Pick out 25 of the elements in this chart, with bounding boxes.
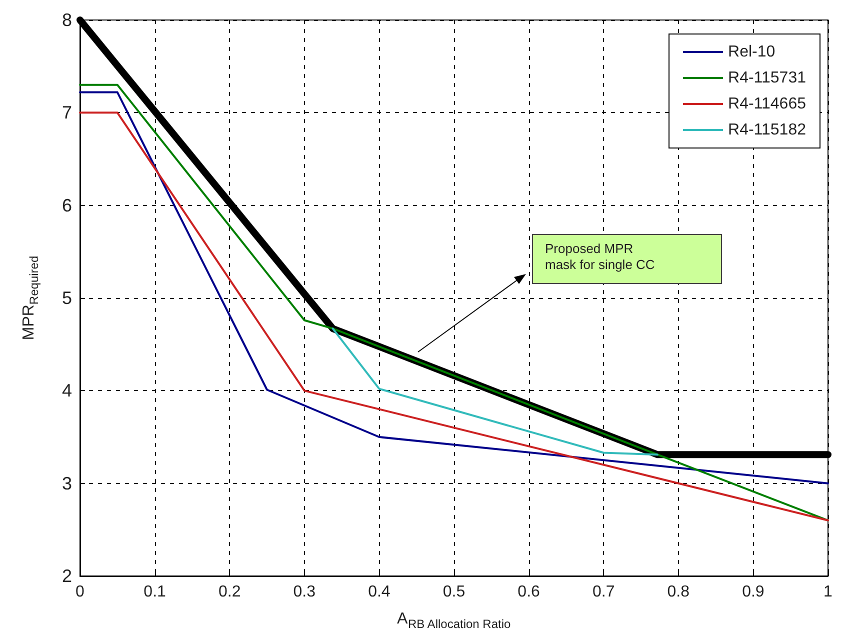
- y-tick-label: 6: [62, 195, 72, 216]
- x-tick-label: 0.7: [592, 584, 615, 600]
- x-tick-label: 0.9: [742, 584, 764, 600]
- y-tick-label: 2: [62, 566, 72, 586]
- x-tick-label: 0.3: [293, 584, 316, 600]
- x-tick-label: 0.1: [144, 584, 166, 600]
- legend-label: R4-115731: [728, 70, 806, 86]
- x-tick-label: 0.5: [442, 584, 466, 600]
- line-series: [332, 328, 658, 456]
- y-tick-label: 3: [62, 473, 72, 494]
- x-tick-label: 0.2: [218, 584, 241, 600]
- legend-label: Rel-10: [728, 44, 776, 60]
- y-tick-label: 5: [62, 288, 72, 308]
- y-tick-label: 8: [62, 10, 72, 30]
- y-tick-label: 7: [62, 102, 72, 123]
- x-tick-label: 0.8: [667, 584, 690, 600]
- y-axis-title: MPRRequired: [20, 256, 41, 340]
- legend-label: R4-115182: [728, 122, 806, 138]
- x-tick-label: 0.4: [368, 584, 390, 600]
- x-tick-label: 0.6: [518, 584, 540, 600]
- x-tick-label: 1: [824, 584, 833, 600]
- note-box: Proposed MPR mask for single CC: [532, 234, 722, 284]
- x-tick-label: 0: [76, 584, 85, 600]
- y-tick-label: 4: [62, 380, 72, 401]
- legend-label: R4-114665: [728, 96, 806, 112]
